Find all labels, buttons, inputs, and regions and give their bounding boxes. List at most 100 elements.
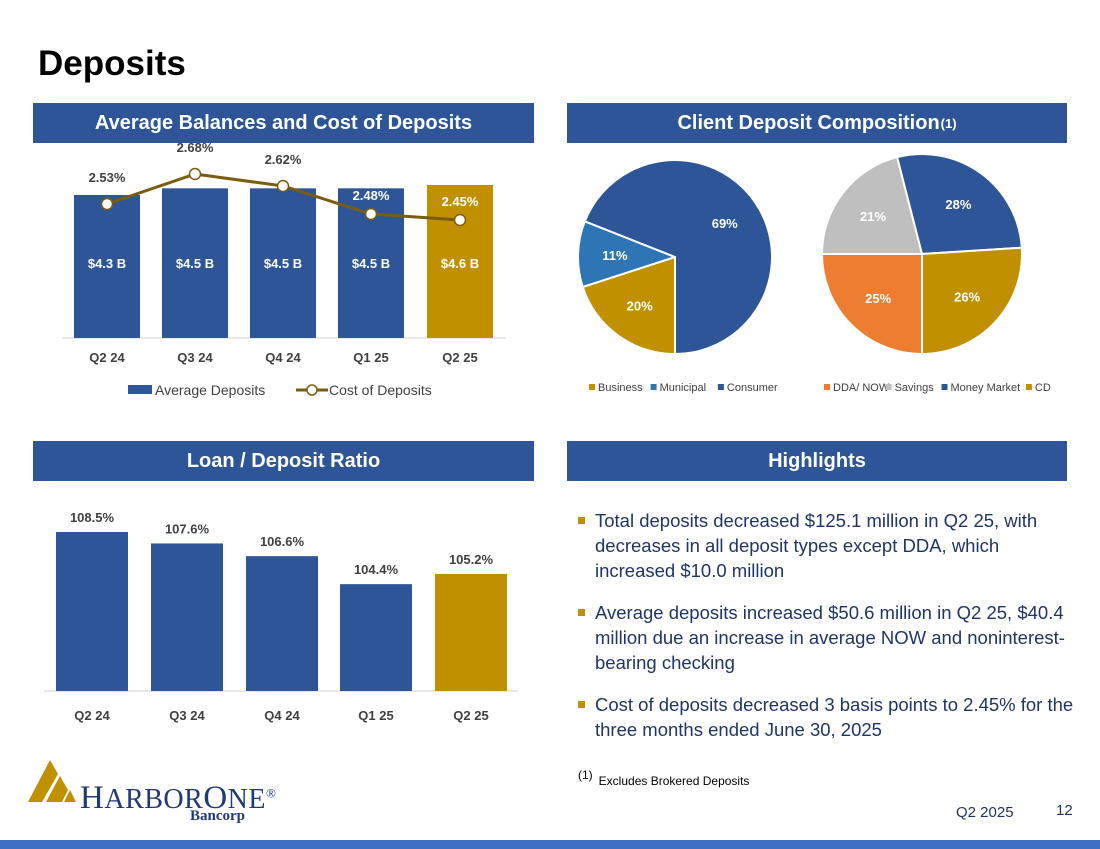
line-point-cost-of-deposits bbox=[188, 167, 202, 181]
footnote: (1) Excludes Brokered Deposits bbox=[578, 768, 750, 788]
bullet-icon bbox=[578, 609, 585, 616]
legend-label: Business bbox=[598, 382, 643, 394]
composition-title: Client Deposit Composition bbox=[677, 111, 940, 134]
bar-loan-deposit-ratio bbox=[246, 556, 318, 691]
x-tick-label: Q3 24 bbox=[169, 708, 205, 723]
footer-date: Q2 2025 bbox=[956, 804, 1014, 821]
legend-swatch bbox=[885, 384, 892, 390]
bar-average-deposits bbox=[162, 188, 228, 338]
loan-deposit-header: Loan / Deposit Ratio bbox=[33, 441, 534, 481]
highlight-item: Cost of deposits decreased 3 basis point… bbox=[578, 692, 1078, 742]
pie-data-label: 69% bbox=[712, 216, 738, 231]
highlight-text: Cost of deposits decreased 3 basis point… bbox=[595, 694, 1074, 740]
bullet-icon bbox=[578, 517, 585, 524]
bar-data-label: $4.3 B bbox=[88, 256, 126, 271]
bar-data-label: $4.6 B bbox=[441, 256, 479, 271]
x-tick-label: Q4 24 bbox=[264, 708, 300, 723]
bar-data-label: $4.5 B bbox=[176, 256, 214, 271]
legend-swatch bbox=[589, 384, 595, 390]
line-point-cost-of-deposits bbox=[453, 213, 467, 227]
bar-data-label: 106.6% bbox=[260, 534, 305, 549]
legend-marker-cost-of-deposits bbox=[306, 384, 318, 396]
bar-data-label: $4.5 B bbox=[264, 256, 302, 271]
legend-swatch bbox=[824, 384, 830, 390]
logo-wordmark: HARBORONE® bbox=[80, 780, 276, 817]
highlights-header: Highlights bbox=[567, 441, 1067, 481]
highlight-text: Average deposits increased $50.6 million… bbox=[595, 602, 1065, 673]
x-tick-label: Q2 24 bbox=[89, 350, 125, 365]
legend-swatch bbox=[717, 384, 724, 390]
line-point-cost-of-deposits bbox=[100, 197, 114, 211]
legend-label: Savings bbox=[895, 382, 935, 394]
bar-average-deposits bbox=[250, 188, 316, 338]
bar-loan-deposit-ratio bbox=[340, 584, 412, 691]
bullet-icon bbox=[578, 701, 585, 708]
x-tick-label: Q4 24 bbox=[265, 350, 301, 365]
pie-slice-savings bbox=[820, 155, 924, 255]
line-data-label: 2.62% bbox=[265, 152, 302, 167]
bar-average-deposits bbox=[427, 185, 493, 338]
loan-deposit-title: Loan / Deposit Ratio bbox=[186, 449, 381, 472]
footnote-mark: (1) bbox=[578, 768, 593, 782]
harborone-logo-icon bbox=[28, 760, 76, 802]
x-tick-label: Q2 24 bbox=[74, 708, 110, 723]
highlights-title: Highlights bbox=[768, 449, 866, 472]
legend-label: CD bbox=[1035, 382, 1051, 394]
pie-data-label: 20% bbox=[627, 299, 653, 314]
legend-swatch bbox=[941, 384, 948, 390]
legend-label-cost-of-deposits: Cost of Deposits bbox=[329, 382, 432, 398]
x-tick-label: Q2 25 bbox=[453, 708, 488, 723]
highlight-item: Total deposits decreased $125.1 million … bbox=[578, 508, 1078, 583]
pie-data-label: 11% bbox=[602, 248, 628, 263]
pie-slice-cd bbox=[921, 246, 1023, 356]
bar-loan-deposit-ratio bbox=[151, 543, 223, 691]
pie-slice-business bbox=[581, 255, 676, 356]
footnote-text: Excludes Brokered Deposits bbox=[598, 774, 750, 788]
bar-data-label: 105.2% bbox=[449, 552, 494, 567]
line-point-cost-of-deposits bbox=[364, 207, 378, 221]
x-tick-label: Q3 24 bbox=[177, 350, 213, 365]
legend-label: DDA/ NOW bbox=[833, 382, 890, 394]
legend-swatch bbox=[650, 384, 657, 390]
pie-data-label: 26% bbox=[954, 289, 980, 304]
line-point-cost-of-deposits bbox=[276, 179, 290, 193]
pie-data-label: 21% bbox=[860, 209, 886, 224]
legend-swatch-average-deposits bbox=[128, 385, 152, 394]
legend-label: Consumer bbox=[727, 382, 778, 394]
logo-letters-arbor: ARBOR bbox=[104, 784, 204, 815]
bar-data-label: 107.6% bbox=[165, 521, 210, 536]
pie-slice-dda-now bbox=[820, 253, 923, 356]
pie-slice-municipal bbox=[577, 219, 678, 289]
bar-loan-deposit-ratio bbox=[56, 532, 128, 691]
logo-letter-o: O bbox=[203, 780, 228, 816]
pie-data-label: 25% bbox=[865, 291, 891, 306]
logo-letter-h: H bbox=[80, 780, 105, 816]
pie-slice-consumer bbox=[583, 159, 773, 356]
bar-data-label: $4.5 B bbox=[352, 256, 390, 271]
legend-label-average-deposits: Average Deposits bbox=[155, 382, 265, 398]
x-tick-label: Q1 25 bbox=[358, 708, 393, 723]
pie-slice-money-market bbox=[895, 153, 1023, 256]
highlight-text: Total deposits decreased $125.1 million … bbox=[595, 510, 1038, 581]
legend-label: Money Market bbox=[951, 382, 1021, 394]
bar-average-deposits bbox=[74, 194, 140, 338]
bottom-accent-bar bbox=[0, 840, 1100, 849]
highlights-list: Total deposits decreased $125.1 million … bbox=[578, 508, 1078, 759]
bar-data-label: 104.4% bbox=[354, 562, 399, 577]
composition-footnote-mark: (1) bbox=[940, 115, 957, 131]
bar-data-label: 108.5% bbox=[70, 510, 115, 525]
logo-registered: ® bbox=[265, 785, 277, 801]
page-number: 12 bbox=[1056, 802, 1073, 819]
legend-swatch bbox=[1025, 384, 1032, 390]
composition-header: Client Deposit Composition (1) bbox=[567, 103, 1067, 143]
avg-balances-title: Average Balances and Cost of Deposits bbox=[94, 111, 473, 134]
line-data-label: 2.68% bbox=[177, 140, 214, 155]
x-tick-label: Q2 25 bbox=[442, 350, 477, 365]
logo-subtitle: Bancorp bbox=[190, 808, 246, 824]
line-data-label: 2.53% bbox=[89, 170, 126, 185]
line-data-label: 2.45% bbox=[442, 194, 479, 209]
pie-data-label: 28% bbox=[945, 197, 971, 212]
